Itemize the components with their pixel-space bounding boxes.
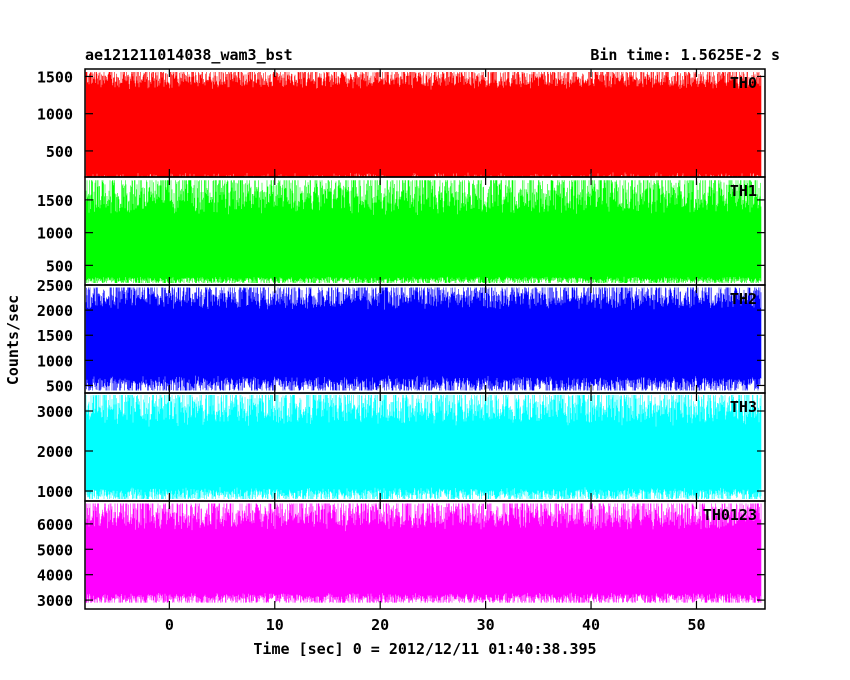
y-tick-label: 1500 bbox=[37, 68, 73, 86]
y-tick-label: 1000 bbox=[37, 225, 73, 243]
x-axis: 0 10 20 30 40 50 bbox=[165, 69, 706, 634]
series-band-th1 bbox=[86, 222, 761, 271]
panel-th2: 500 1000 1500 2000 2500 TH2 bbox=[37, 277, 766, 395]
panel-th1: 500 1000 1500 TH1 bbox=[37, 176, 766, 286]
x-tick-label: 20 bbox=[371, 616, 389, 634]
x-tick-label: 10 bbox=[266, 616, 284, 634]
y-tick-label: 2000 bbox=[37, 302, 73, 320]
panel-label-th0: TH0 bbox=[730, 74, 757, 92]
series-band-th2 bbox=[86, 316, 761, 369]
panel-th3: 1000 2000 3000 TH3 bbox=[37, 392, 766, 502]
y-tick-label: 3000 bbox=[37, 403, 73, 421]
y-tick-label: 5000 bbox=[37, 541, 73, 559]
y-tick-label: 1000 bbox=[37, 483, 73, 501]
series-band-th0 bbox=[86, 98, 761, 164]
y-tick-label: 3000 bbox=[37, 592, 73, 610]
panels: 500 1000 1500 TH0 500 1000 1500 TH1 500 1000 1500 2… bbox=[37, 68, 766, 610]
panel-th0123: 3000 4000 5000 6000 TH0123 bbox=[37, 500, 766, 610]
y-tick-label: 1500 bbox=[37, 192, 73, 210]
panel-frame bbox=[84, 500, 766, 610]
y-tick-label: 500 bbox=[46, 257, 73, 275]
y-tick-label: 500 bbox=[46, 377, 73, 395]
x-tick-label: 40 bbox=[582, 616, 600, 634]
y-axis-label: Counts/sec bbox=[4, 295, 22, 385]
panel-label-th3: TH3 bbox=[730, 398, 757, 416]
y-tick-label: 1500 bbox=[37, 327, 73, 345]
chart-title: ae121211014038_wam3_bst bbox=[85, 46, 293, 64]
y-tick-label: 2500 bbox=[37, 277, 73, 295]
x-tick-label: 0 bbox=[165, 616, 174, 634]
x-tick-label: 30 bbox=[477, 616, 495, 634]
panel-label-th0123: TH0123 bbox=[703, 506, 757, 524]
series-band-th0123 bbox=[86, 537, 761, 587]
y-tick-label: 1000 bbox=[37, 106, 73, 124]
y-tick-label: 6000 bbox=[37, 516, 73, 534]
y-tick-label: 4000 bbox=[37, 567, 73, 585]
y-tick-label: 1000 bbox=[37, 352, 73, 370]
panel-label-th1: TH1 bbox=[730, 182, 757, 200]
bin-time-label: Bin time: 1.5625E-2 s bbox=[590, 46, 780, 64]
series-band-th3 bbox=[86, 433, 761, 481]
y-tick-label: 2000 bbox=[37, 443, 73, 461]
panel-th0: 500 1000 1500 TH0 bbox=[37, 68, 766, 178]
panel-label-th2: TH2 bbox=[730, 290, 757, 308]
x-axis-label: Time [sec] 0 = 2012/12/11 01:40:38.395 bbox=[253, 640, 596, 658]
y-tick-label: 500 bbox=[46, 143, 73, 161]
x-tick-label: 50 bbox=[687, 616, 705, 634]
